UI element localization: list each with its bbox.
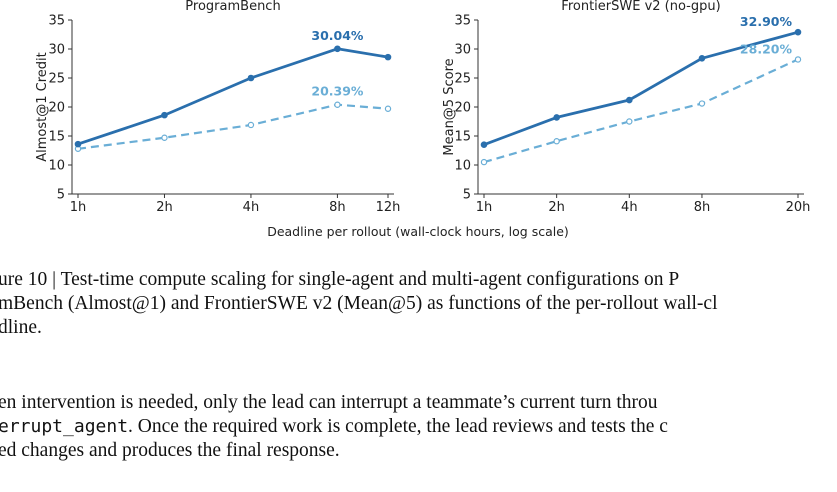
paragraph-line-2: errupt_agent. Once the required work is … [0, 415, 837, 439]
y-tick-label: 15 [454, 130, 471, 145]
caption-line-3: dline. [0, 317, 42, 338]
series-line-dashed [483, 58, 799, 164]
y-tick-label: 25 [454, 72, 471, 87]
chart-programbench: ProgramBench 5 10 15 20 25 30 35 1h 2h 4h 8h 12h Almo… [35, 0, 400, 215]
data-label: 30.04% [311, 28, 364, 43]
y-axis-label: Mean@5 Score [442, 58, 457, 155]
data-point-solid [480, 141, 488, 148]
data-point-dashed [384, 105, 392, 112]
figure-charts: ProgramBench 5 10 15 20 25 30 35 1h 2h 4h 8h 12h Almo… [35, 0, 810, 239]
data-label: 32.90% [740, 14, 793, 29]
y-tick-label: 15 [48, 130, 65, 145]
x-tick-label: 12h [376, 200, 401, 215]
y-tick-label: 5 [57, 188, 65, 203]
data-point-solid [334, 45, 341, 53]
data-point-dashed [334, 101, 341, 108]
caption-line-1: ure 10 | Test-time compute scaling for s… [0, 269, 680, 290]
paragraph-line-3: ed changes and produces the final respon… [0, 440, 340, 461]
x-tick-label: 20h [786, 200, 811, 215]
x-tick-label: 4h [621, 200, 638, 215]
data-point-solid [161, 111, 168, 119]
x-tick-label: 8h [329, 200, 346, 215]
x-tick-label: 4h [243, 200, 260, 215]
inline-code: errupt_agent [0, 416, 129, 437]
y-tick-label: 10 [48, 159, 65, 174]
y-tick-label: 10 [454, 159, 471, 174]
data-point-solid [384, 53, 392, 61]
x-tick-label: 2h [548, 200, 565, 215]
data-point-dashed [247, 121, 255, 129]
shared-x-axis-label: Deadline per rollout (wall-clock hours, … [267, 224, 569, 239]
data-point-dashed [626, 118, 633, 125]
data-point-dashed [161, 134, 168, 141]
figure-caption: ure 10 | Test-time compute scaling for s… [0, 268, 837, 340]
chart-frontierswe: FrontierSWE v2 (no-gpu) 5 10 15 20 25 30 35 1h 2h… [442, 0, 810, 215]
x-tick-label: 1h [70, 200, 87, 215]
data-point-dashed [480, 158, 488, 166]
y-tick-label: 35 [454, 14, 471, 29]
y-tick-label: 25 [48, 72, 65, 87]
data-label: 20.39% [311, 84, 364, 99]
data-point-dashed [794, 56, 802, 63]
x-tick-label: 8h [694, 200, 711, 215]
x-tick-label: 2h [156, 200, 173, 215]
x-tick-label: 1h [476, 200, 493, 215]
data-point-solid [74, 140, 82, 148]
y-tick-label: 35 [48, 14, 65, 29]
y-tick-label: 30 [454, 43, 471, 58]
y-tick-label: 30 [48, 43, 65, 58]
series-line-dashed [77, 103, 389, 150]
y-tick-label: 20 [48, 101, 65, 116]
paragraph-line-1: en intervention is needed, only the lead… [0, 392, 658, 413]
data-point-solid [698, 54, 706, 62]
y-tick-label: 5 [463, 188, 471, 203]
y-tick-label: 20 [454, 101, 471, 116]
figure-10: ProgramBench 5 10 15 20 25 30 35 1h 2h 4h 8h 12h Almo… [0, 0, 837, 245]
y-axis-label: Almost@1 Credit [35, 52, 50, 162]
data-label: 28.20% [740, 41, 793, 56]
data-point-solid [626, 96, 633, 104]
data-point-solid [247, 74, 255, 82]
body-paragraph: en intervention is needed, only the lead… [0, 391, 837, 463]
chart-title: ProgramBench [185, 0, 280, 14]
chart-title: FrontierSWE v2 (no-gpu) [561, 0, 720, 14]
data-point-solid [553, 114, 560, 121]
caption-line-2: mBench (Almost@1) and FrontierSWE v2 (Me… [0, 293, 718, 314]
data-point-solid [794, 28, 802, 36]
data-point-dashed [553, 138, 560, 145]
data-point-dashed [698, 100, 706, 107]
paragraph-line-2-rest: . Once the required work is complete, th… [128, 416, 668, 437]
